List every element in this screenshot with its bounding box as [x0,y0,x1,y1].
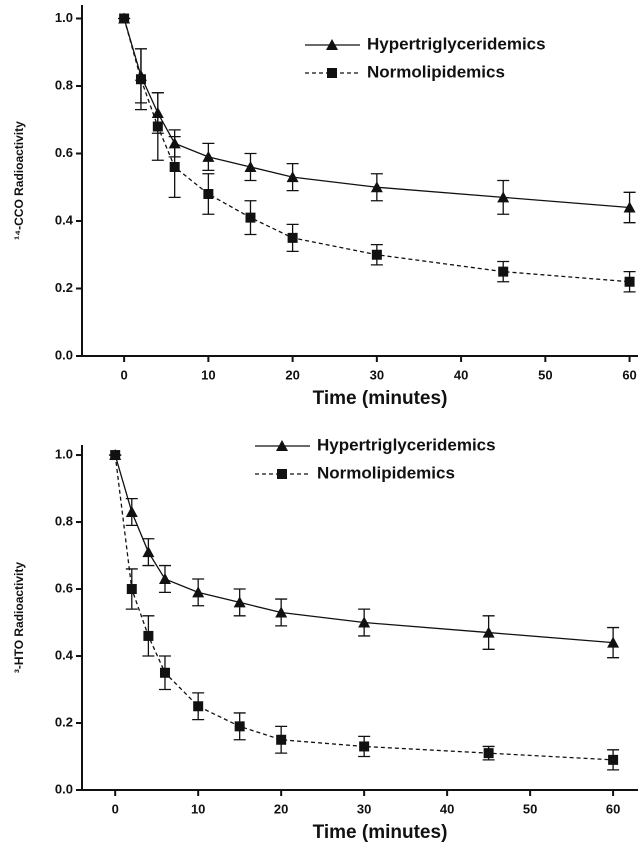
marker [359,741,370,752]
marker [275,606,288,618]
y-tick-label: 0.0 [55,781,73,796]
x-tick-label: 40 [440,801,454,816]
marker [159,667,170,678]
marker [135,74,146,85]
marker [119,13,130,24]
marker [287,232,298,243]
marker [245,212,256,223]
x-tick-label: 60 [622,367,636,382]
x-tick-label: 40 [454,367,468,382]
x-axis-label: Time (minutes) [313,822,448,843]
y-tick-label: 0.8 [55,77,73,92]
marker [126,584,137,595]
y-tick-label: 0.2 [55,280,73,295]
y-tick-label: 0.4 [55,647,74,662]
x-tick-label: 0 [112,801,119,816]
x-tick-label: 20 [274,801,288,816]
marker [276,734,287,745]
marker [158,572,171,584]
marker [483,748,494,759]
marker [203,189,214,199]
marker [169,162,180,172]
x-axis-label: Time (minutes) [313,388,448,409]
marker [244,161,257,172]
x-tick-label: 0 [121,367,128,382]
x-tick-label: 60 [606,801,620,816]
marker [624,276,635,287]
marker [110,450,121,461]
y-tick-label: 0.0 [55,347,73,362]
marker [371,249,382,260]
marker [497,191,510,203]
y-tick-label: 1.0 [55,10,73,25]
legend-label: Hypertriglyceridemics [367,34,546,53]
chart: 0.0 0.2 0.4 0.6 0.8 1.0 0 10 20 30 40 50 60 Time (min… [12,435,638,843]
marker [607,636,620,648]
y-tick-label: 0.4 [55,212,74,227]
marker [623,201,636,213]
x-tick-label: 50 [523,801,537,816]
marker [152,121,163,132]
x-tick-label: 20 [285,367,299,382]
marker [286,171,299,183]
series-line [123,18,630,209]
x-tick-label: 30 [370,367,384,382]
y-tick-label: 0.2 [55,714,73,729]
legend-label: Normolipidemics [367,62,505,81]
marker [608,754,619,765]
marker [358,616,371,628]
marker [327,68,337,78]
y-tick-label: 0.6 [55,580,73,595]
marker [234,721,245,732]
y-axis-label: ³-HTO Radioactivity [12,562,26,673]
marker [125,505,138,517]
marker [498,266,509,277]
marker [277,469,287,479]
marker [193,701,204,712]
marker [202,150,215,162]
y-tick-label: 0.6 [55,145,73,160]
marker [143,630,154,641]
legend-label: Hypertriglyceridemics [317,435,496,454]
marker [142,546,155,558]
y-tick-label: 0.8 [55,513,73,528]
marker [276,440,288,451]
marker [482,626,495,638]
y-tick-label: 1.0 [55,446,73,461]
chart: 0.0 0.2 0.4 0.6 0.8 1.0 0 10 20 30 40 50 60 Time (min… [12,5,638,409]
x-tick-label: 50 [538,367,552,382]
x-tick-label: 10 [191,801,205,816]
series-line [114,454,614,761]
y-axis-label: ¹⁴-CCO Radioactivity [12,121,26,240]
x-tick-label: 10 [201,367,215,382]
marker [233,596,246,608]
series-line [114,454,614,644]
marker [326,39,338,50]
legend-label: Normolipidemics [317,463,455,482]
series-line [123,18,630,283]
x-tick-label: 30 [357,801,371,816]
marker [192,586,205,598]
marker [370,181,383,193]
